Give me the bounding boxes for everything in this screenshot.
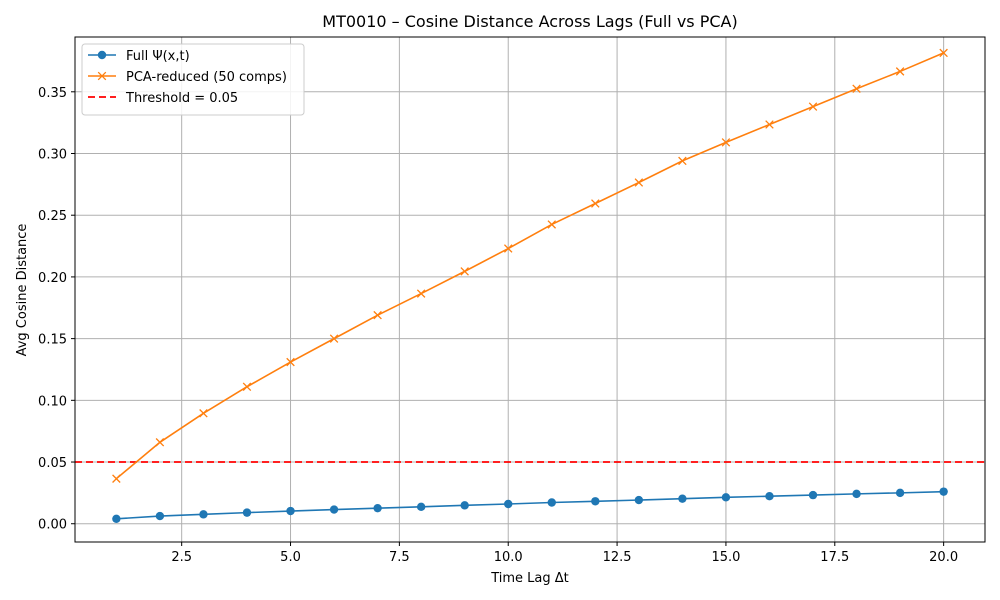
legend-label: Full Ψ(x,t)	[126, 49, 190, 64]
data-point	[242, 508, 252, 517]
y-tick-label: 0.05	[38, 456, 67, 471]
x-tick-label: 20.0	[929, 550, 958, 565]
x-tick-label: 12.5	[603, 550, 632, 565]
data-point	[329, 505, 339, 514]
data-point	[199, 510, 208, 519]
legend-label: Threshold = 0.05	[125, 91, 238, 106]
x-tick-label: 10.0	[494, 550, 523, 565]
data-point	[852, 84, 861, 93]
y-tick-label: 0.15	[38, 333, 67, 348]
data-point	[721, 138, 731, 147]
data-point	[678, 156, 687, 166]
data-point	[416, 502, 426, 512]
legend-box	[81, 43, 305, 116]
data-point	[112, 514, 121, 523]
data-point	[286, 506, 295, 516]
data-point	[286, 357, 295, 367]
data-point	[460, 501, 469, 510]
y-axis-label: Avg Cosine Distance	[15, 224, 30, 357]
x-tick-label: 7.5	[389, 550, 410, 565]
legend-item: Full Ψ(x,t)	[88, 49, 190, 64]
series-line	[115, 52, 944, 480]
legend-marker	[97, 71, 107, 81]
data-point	[808, 490, 818, 500]
data-point	[112, 474, 121, 483]
data-point	[765, 492, 774, 501]
legend-item: Threshold = 0.05	[88, 91, 238, 106]
y-tick-label: 0.10	[38, 394, 67, 409]
data-point	[808, 102, 818, 111]
y-tick-label: 0.00	[38, 518, 67, 533]
y-tick-label: 0.30	[38, 148, 67, 163]
data-point	[721, 493, 731, 502]
x-tick-label: 17.5	[820, 550, 849, 565]
data-point	[591, 497, 600, 506]
data-point	[199, 409, 208, 418]
data-point	[765, 120, 774, 129]
data-point	[852, 489, 861, 499]
data-point	[895, 67, 905, 76]
y-tick-label: 0.35	[38, 86, 67, 101]
plot-frame	[74, 36, 986, 543]
data-point	[155, 511, 165, 521]
y-tick-label: 0.20	[38, 271, 67, 286]
data-point	[504, 499, 513, 509]
x-tick-label: 5.0	[280, 550, 301, 565]
data-point	[373, 503, 382, 513]
data-point	[503, 244, 513, 253]
data-point	[939, 48, 948, 58]
x-axis-ticks: 2.5 5.0 7.5 10.0 12.5 15.0 17.5 20.0	[171, 542, 958, 565]
x-tick-label: 2.5	[171, 550, 192, 565]
series-line	[116, 490, 944, 520]
data-point	[155, 438, 165, 447]
data-point	[634, 495, 644, 505]
data-point	[547, 220, 557, 229]
data-point	[329, 334, 339, 343]
data-point	[373, 310, 382, 320]
data-point	[895, 488, 905, 498]
data-point	[547, 498, 556, 507]
data-point	[416, 289, 426, 298]
data-point	[634, 178, 644, 187]
legend: Full Ψ(x,t) PCA-reduced (50 comps) Thresho…	[81, 43, 305, 116]
data-point	[939, 487, 948, 496]
data-point	[678, 494, 687, 503]
y-axis-ticks: 0.00 0.05 0.10 0.15 0.20 0.25 0.30 0.35	[38, 86, 75, 533]
legend-item: PCA-reduced (50 comps)	[88, 70, 287, 85]
series-layer	[112, 48, 948, 523]
series-1	[112, 487, 948, 523]
data-point	[591, 199, 600, 208]
data-point	[242, 382, 252, 392]
x-axis-label: Time Lag Δt	[490, 571, 569, 586]
x-tick-label: 15.0	[711, 550, 740, 565]
chart-title: MT0010 – Cosine Distance Across Lags (Fu…	[322, 12, 737, 31]
data-point	[460, 267, 469, 276]
legend-marker	[97, 50, 107, 60]
y-tick-label: 0.25	[38, 209, 67, 224]
series-2	[112, 48, 948, 483]
legend-label: PCA-reduced (50 comps)	[126, 70, 287, 85]
